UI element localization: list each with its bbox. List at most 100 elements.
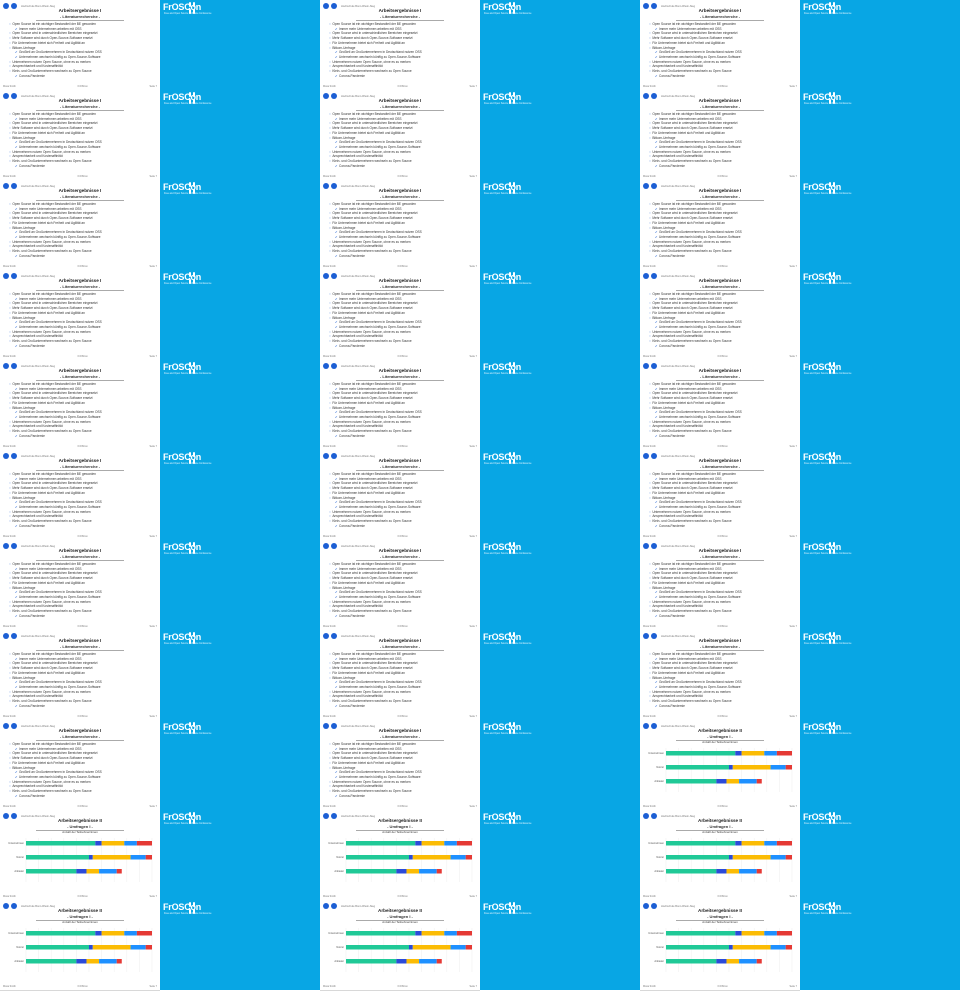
slide-thumbnail[interactable]: Hochschule Bonn-Rhein-Sieg Mona Smith FrOS… xyxy=(640,270,800,361)
pipe-icon xyxy=(833,729,835,734)
footer-right: Seite 7 xyxy=(469,985,477,988)
bullet-item: Open Source wird in unterschiedlichen Be… xyxy=(329,121,475,126)
slide-thumbnail[interactable]: Hochschule Bonn-Rhein-Sieg Mona Smith FrOS… xyxy=(0,180,160,271)
bar-segment xyxy=(735,931,742,936)
slide-thumbnail[interactable]: Hochschule Bonn-Rhein-Sieg Mona Smith FrOS… xyxy=(640,810,800,901)
bullet-item: Corona-Pandemie xyxy=(649,254,795,259)
slide-thumbnail[interactable]: Hochschule Bonn-Rhein-Sieg Mona Smith FrOS… xyxy=(0,540,160,631)
title-divider xyxy=(356,110,444,111)
slide-thumbnail[interactable]: Hochschule Bonn-Rhein-Sieg Mona Smith FrOS… xyxy=(640,540,800,631)
brand-panel: FrOSCon Free and Open Source Software Con… xyxy=(800,270,960,360)
bar-segment xyxy=(739,959,757,964)
brand-panel: FrOSCon Free and Open Source Software Con… xyxy=(160,180,320,270)
bullet-item: Corona-Pandemie xyxy=(649,344,795,349)
slide-thumbnail[interactable]: Hochschule Bonn-Rhein-Sieg Mona Smith FrOS… xyxy=(0,0,160,91)
title-divider xyxy=(676,110,764,111)
slide-title: Arbeitsergebnisse II xyxy=(58,818,102,823)
slide-thumbnail[interactable]: Hochschule Bonn-Rhein-Sieg Mona Smith FrOS… xyxy=(0,900,160,991)
pipe-icon xyxy=(833,279,835,284)
slide-thumbnail[interactable]: Hochschule Bonn-Rhein-Sieg Mona Smith FrOS… xyxy=(320,0,480,91)
pipe-icon xyxy=(513,189,515,194)
bullet-item: Immer mehr Unternehmen arbeiten mit OSS xyxy=(9,747,155,752)
bullet-item: Mehr Software wird durch Open-Source-Sof… xyxy=(9,666,155,671)
logo-dot-icon xyxy=(331,93,337,99)
bullet-item: Corona-Pandemie xyxy=(329,434,475,439)
slide-subtitle: - Literaturrecherche - xyxy=(699,193,741,199)
slide-thumbnail[interactable]: Hochschule Bonn-Rhein-Sieg Mona Smith FrOS… xyxy=(0,360,160,451)
bar-segment xyxy=(95,931,102,936)
slide-title: Arbeitsergebnisse I xyxy=(698,548,742,553)
bullet-item: Unternehmen nutzen Open Source, ohne es … xyxy=(329,60,475,65)
footer-center: FrOSCon xyxy=(717,805,728,808)
footer-right: Seite 7 xyxy=(469,265,477,268)
header-text: Hochschule Bonn-Rhein-Sieg xyxy=(21,184,56,188)
bullet-item: Großteil an Großunternehmen in Deutschla… xyxy=(329,140,475,145)
slide-thumbnail[interactable]: Hochschule Bonn-Rhein-Sieg Mona Smith FrOS… xyxy=(640,90,800,181)
slide-thumbnail[interactable]: Hochschule Bonn-Rhein-Sieg Mona Smith FrOS… xyxy=(0,720,160,811)
footer-left: Mona Smith xyxy=(643,85,656,88)
froscon-logo: FrOSCon xyxy=(163,92,202,102)
mascot-icon xyxy=(828,721,836,739)
mascot-icon xyxy=(828,181,836,199)
bullet-item: Mehr Software wird durch Open-Source-Sof… xyxy=(649,126,795,131)
bullet-item: Für Unternehmen bietet sich Freiheit und… xyxy=(329,671,475,676)
bullet-item: Open Source wird in unterschiedlichen Be… xyxy=(649,301,795,306)
slide-thumbnail[interactable]: Hochschule Bonn-Rhein-Sieg Mona Smith FrOS… xyxy=(320,90,480,181)
pipe-icon xyxy=(833,362,835,367)
slide-thumbnail[interactable]: Hochschule Bonn-Rhein-Sieg Mona Smith FrOS… xyxy=(0,630,160,721)
brand-panel: FrOSCon Free and Open Source Software Con… xyxy=(480,540,640,630)
slide-thumbnail[interactable]: Hochschule Bonn-Rhein-Sieg Mona Smith FrOS… xyxy=(320,540,480,631)
bullet-item: Großteil an Großunternehmen in Deutschla… xyxy=(649,680,795,685)
slide-thumbnail[interactable]: Hochschule Bonn-Rhein-Sieg Mona Smith FrOS… xyxy=(320,630,480,721)
bullet-item: Corona-Pandemie xyxy=(649,164,795,169)
mascot-icon xyxy=(188,91,196,109)
slide-thumbnail[interactable]: Hochschule Bonn-Rhein-Sieg Mona Smith FrOS… xyxy=(640,0,800,91)
slide-footer: Mona Smith FrOSCon Seite 7 xyxy=(3,175,157,178)
slide-thumbnail[interactable]: Hochschule Bonn-Rhein-Sieg Mona Smith FrOS… xyxy=(640,360,800,451)
brand-panel: FrOSCon Free and Open Source Software Con… xyxy=(800,720,960,810)
slide-thumbnail[interactable]: Hochschule Bonn-Rhein-Sieg Mona Smith FrOS… xyxy=(640,900,800,991)
pipe-icon xyxy=(193,812,195,817)
slide-thumbnail[interactable]: Hochschule Bonn-Rhein-Sieg Mona Smith FrOS… xyxy=(640,630,800,721)
bar-segment xyxy=(421,931,445,936)
bar-segment xyxy=(716,869,727,874)
slide-thumbnail[interactable]: Hochschule Bonn-Rhein-Sieg Mona Smith FrOS… xyxy=(0,270,160,361)
bullet-item: Klein- und Großunternehmen wechseln zu O… xyxy=(329,339,475,344)
bar-segment xyxy=(26,945,89,950)
bullet-item: Open Source wird in unterschiedlichen Be… xyxy=(649,571,795,576)
slide-thumbnail[interactable]: Hochschule Bonn-Rhein-Sieg Mona Smith FrOS… xyxy=(320,270,480,361)
slide-thumbnail[interactable]: Hochschule Bonn-Rhein-Sieg Mona Smith FrOS… xyxy=(320,180,480,271)
slide-thumbnail[interactable]: Hochschule Bonn-Rhein-Sieg Mona Smith FrOS… xyxy=(0,90,160,181)
bullet-item: Für Unternehmen bietet sich Freiheit und… xyxy=(649,671,795,676)
footer-center: FrOSCon xyxy=(397,175,408,178)
bullet-item: Immer mehr Unternehmen arbeiten mit OSS xyxy=(9,27,155,32)
bullet-list: Open Source ist ein wichtiger Bestandtei… xyxy=(649,562,795,618)
footer-center: FrOSCon xyxy=(397,715,408,718)
slide-thumbnail[interactable]: Hochschule Bonn-Rhein-Sieg Mona Smith FrOS… xyxy=(320,810,480,901)
footer-center: FrOSCon xyxy=(397,985,408,988)
slide-thumbnail[interactable]: Hochschule Bonn-Rhein-Sieg Mona Smith FrOS… xyxy=(320,900,480,991)
slide-thumbnail[interactable]: Hochschule Bonn-Rhein-Sieg Mona Smith FrOS… xyxy=(320,450,480,541)
slide-thumbnail[interactable]: Hochschule Bonn-Rhein-Sieg Mona Smith FrOS… xyxy=(640,180,800,271)
bar-segment xyxy=(666,945,729,950)
pipe-icon xyxy=(193,902,195,907)
bullet-item: Ansprechbarkeit und Kostenaffinität xyxy=(9,244,155,249)
slide-thumbnail[interactable]: Hochschule Bonn-Rhein-Sieg Mona Smith FrOS… xyxy=(320,360,480,451)
slide-subtitle: - Literaturrecherche - xyxy=(379,103,421,109)
slide-thumbnail[interactable]: Hochschule Bonn-Rhein-Sieg Mona Smith FrOS… xyxy=(320,720,480,811)
bullet-item: Mehr Software wird durch Open-Source-Sof… xyxy=(329,396,475,401)
slide-header: Hochschule Bonn-Rhein-Sieg xyxy=(3,542,55,550)
slide-thumbnail[interactable]: Hochschule Bonn-Rhein-Sieg Mona Smith FrOS… xyxy=(0,450,160,541)
froscon-tagline: Free and Open Source Software Conference xyxy=(484,192,532,195)
pipe-icon xyxy=(829,902,831,907)
bullet-item: Open Source ist ein wichtiger Bestandtei… xyxy=(649,472,795,477)
bullet-item: Bitkom-Umfrage xyxy=(9,676,155,681)
slide-thumbnail[interactable]: Hochschule Bonn-Rhein-Sieg Mona Smith FrOS… xyxy=(0,810,160,901)
slide-thumbnail[interactable]: Hochschule Bonn-Rhein-Sieg Mona Smith FrOS… xyxy=(640,450,800,541)
footer-center: FrOSCon xyxy=(717,85,728,88)
slide-thumbnail[interactable]: Hochschule Bonn-Rhein-Sieg Mona Smith FrOS… xyxy=(640,720,800,811)
bullet-item: Immer mehr Unternehmen arbeiten mit OSS xyxy=(329,657,475,662)
slide-title: Arbeitsergebnisse I xyxy=(698,278,742,283)
footer-left: Mona Smith xyxy=(643,355,656,358)
